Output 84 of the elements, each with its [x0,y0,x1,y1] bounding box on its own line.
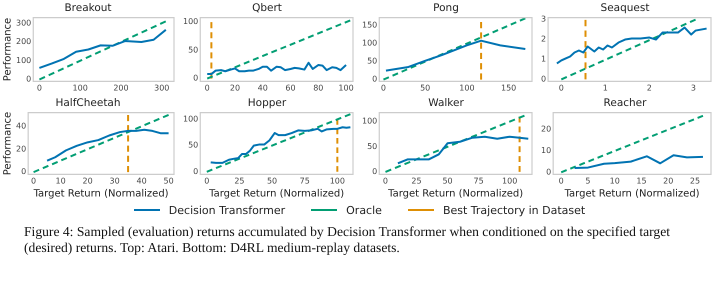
y-tick-label: 50 [367,142,378,151]
chart-title: Hopper [248,97,287,110]
x-tick-label: 30 [110,176,120,186]
x-tick-label: 0 [204,83,210,92]
y-tick-label: 10 [540,146,552,156]
x-tick-label: 40 [136,176,147,186]
legend-label: Oracle [346,204,382,216]
y-tick-label: 100 [16,56,32,65]
x-tick-label: 20 [230,83,240,92]
x-tick-label: 0 [558,83,564,92]
x-tick-label: 40 [258,83,268,92]
y-tick-label: 100 [362,116,378,126]
x-tick-label: 100 [502,176,518,186]
x-axis-title: Target Return (Normalized) [564,188,700,200]
x-tick-label: 60 [285,83,296,92]
x-tick-label: 15 [636,176,647,186]
x-tick-label: 50 [266,176,278,186]
x-tick-label: 0 [380,83,386,92]
x-axis-title: Target Return (Normalized) [32,188,169,200]
y-tick-label: 50 [367,56,378,66]
y-tick-label: 0 [372,166,378,176]
x-tick-label: 10 [55,176,66,186]
legend-label: Best Trajectory in Dataset [442,204,586,216]
x-tick-label: 300 [154,83,170,92]
x-axis-title: Target Return (Normalized) [208,188,344,200]
y-tick-label: 100 [362,38,378,48]
y-tick-label: 0 [21,167,26,176]
y-tick-label: 1 [540,54,546,64]
x-tick-label: 25 [411,176,422,186]
x-tick-label: 200 [113,83,129,92]
y-tick-label: 0 [540,74,546,84]
y-axis-title: Performance [2,112,14,176]
chart-title: Walker [428,97,464,110]
x-tick-label: 150 [500,83,516,92]
x-tick-label: 0 [382,176,388,186]
y-tick-label: 150 [362,20,378,30]
y-tick-label: 20 [16,144,26,154]
x-tick-label: 50 [164,176,174,186]
y-tick-label: 200 [16,37,32,46]
y-tick-label: 0 [26,74,32,84]
chart-title: Qbert [252,2,282,14]
y-tick-label: 0 [546,167,552,176]
x-tick-label: 20 [663,176,674,186]
y-tick-label: 300 [16,18,32,28]
chart-title: Seaquest [600,2,650,14]
x-tick-label: 10 [610,176,620,186]
y-tick-label: 0 [193,166,198,176]
x-tick-label: 100 [72,83,88,92]
y-tick-label: 100 [182,17,198,26]
x-tick-label: 25 [234,176,245,186]
x-axis-title: Target Return (Normalized) [387,188,524,200]
x-tick-label: 50 [420,83,430,92]
x-tick-label: 0 [36,83,42,92]
x-tick-label: 1 [602,83,608,92]
y-tick-label: 40 [16,121,26,130]
x-tick-label: 3 [690,83,696,92]
y-tick-label: 2 [540,34,546,44]
y-tick-label: 100 [182,114,198,124]
chart-title: HalfCheetah [55,97,121,110]
x-tick-label: 0 [204,176,210,186]
y-tick-label: 0 [193,74,198,83]
chart-title: Reacher [604,97,648,110]
chart-title: Breakout [64,2,112,14]
caption: Figure 4: Sampled (evaluation) returns accumulated by Decision Transformer when conditioned on the specified target (desired) returns. Top: Atari. Bottom: D4RL medium-replay datasets. [24,224,672,256]
x-tick-label: 50 [442,176,453,186]
x-tick-label: 75 [474,176,484,186]
x-tick-label: 100 [338,83,354,92]
legend-label: Decision Transformer [168,204,286,216]
x-tick-label: 80 [313,83,324,92]
x-tick-label: 5 [585,176,590,186]
x-tick-label: 0 [558,176,564,186]
y-tick-label: 50 [188,45,198,54]
x-tick-label: 100 [459,83,475,92]
y-axis-title: Performance [2,18,14,82]
x-tick-label: 2 [646,83,652,92]
x-tick-label: 75 [300,176,310,186]
x-tick-label: 20 [82,176,93,186]
y-tick-label: 20 [540,124,552,134]
y-tick-label: 3 [540,14,546,24]
chart-title: Pong [433,2,459,14]
y-tick-label: 0 [372,74,378,84]
x-tick-label: 25 [690,176,700,186]
x-tick-label: 100 [330,176,345,186]
y-tick-label: 50 [188,140,198,150]
